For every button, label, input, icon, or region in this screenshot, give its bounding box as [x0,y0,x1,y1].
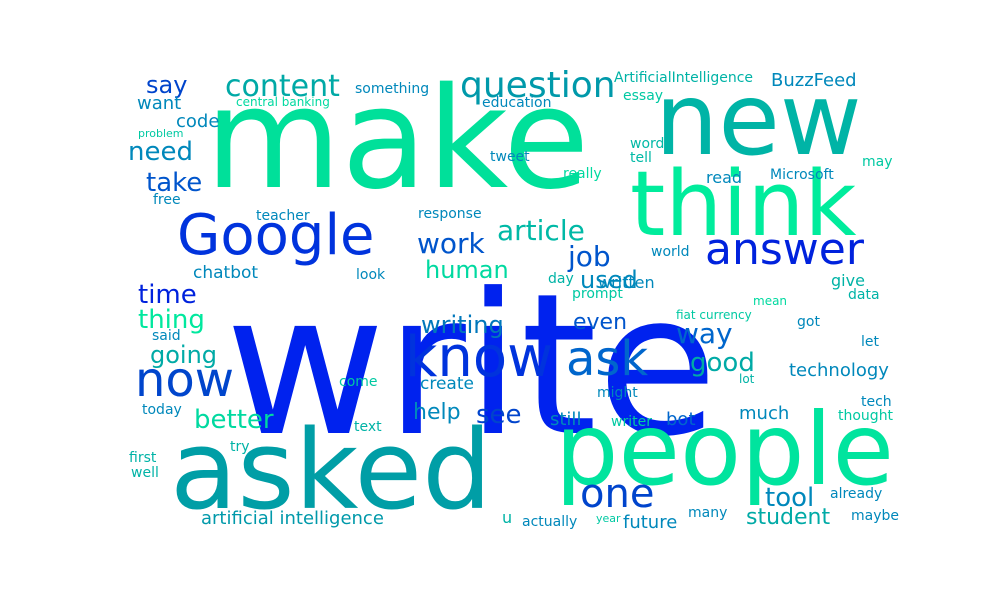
word-try: try [230,439,250,455]
word-still: still [550,409,582,430]
word-look: look [356,267,386,283]
word-text: text [354,419,382,435]
word-technology: technology [789,360,889,381]
word-bot: bot [666,409,696,430]
word-create: create [420,374,474,394]
word-got: got [797,314,820,330]
word-may: may [862,154,893,170]
word-content: content [225,69,340,104]
word-know: know [405,325,553,390]
word-u: u [502,508,513,527]
word-time: time [138,280,197,310]
word-used: used [580,266,638,294]
word-tool: tool [765,483,815,513]
word-new: new [655,61,862,178]
word-really: really [563,166,602,182]
word-chatbot: chatbot [193,263,259,283]
word-world: world [651,244,690,260]
word-thing: thing [138,305,205,335]
word-code: code [176,111,220,132]
word-write: write [225,252,718,480]
word-free: free [153,192,181,208]
word-see: see [476,400,522,430]
word-year: year [596,512,621,525]
word-let: let [861,334,879,350]
word-people: people [555,391,894,508]
word-already: already [830,486,883,502]
word-now: now [135,352,235,408]
word-data: data [848,287,880,303]
word-give: give [831,271,865,290]
word-response: response [418,206,482,222]
word-artificialintelligence: ArtificialIntelligence [614,70,754,86]
word-read: read [706,168,743,187]
word-even: even [573,310,628,335]
word-tech: tech [861,394,892,410]
word-might: might [597,385,638,401]
word-help: help [413,400,461,425]
word-asked: asked [170,406,492,534]
word-prompt: prompt [572,286,623,302]
word-better: better [194,405,274,435]
word-fiat-currency: fiat currency [676,308,752,322]
word-today: today [142,402,182,418]
word-one: one [580,471,655,517]
word-good: good [690,348,755,378]
word-writing: writing [421,311,504,339]
word-way: way [676,317,733,350]
word-many: many [688,505,728,521]
word-well: well [131,465,159,481]
word-student: student [746,505,831,530]
word-article: article [497,214,585,247]
word-question: question [460,65,616,106]
word-maybe: maybe [851,508,900,524]
word-much: much [739,403,790,424]
word-think: think [630,152,857,257]
word-future: future [623,512,678,533]
word-essay: essay [623,88,664,104]
word-come: come [339,374,378,390]
word-answer: answer [705,224,864,275]
word-problem: problem [138,127,184,140]
word-thought: thought [838,408,894,424]
word-education: education [482,95,552,111]
word-lot: lot [739,372,755,386]
word-make: make [205,58,590,221]
word-want: want [137,93,182,114]
word-something: something [355,81,430,97]
word-word: word [630,136,665,152]
word-said: said [152,328,181,344]
word-google: Google [177,203,375,268]
word-mean: mean [753,294,788,308]
word-actually: actually [522,514,578,530]
word-tweet: tweet [490,149,530,165]
word-human: human [425,256,509,284]
word-job: job [568,240,611,273]
word-day: day [548,271,574,287]
word-say: say [146,71,188,99]
word-artificial-intelligence: artificial intelligence [201,508,384,529]
word-first: first [129,450,157,466]
word-need: need [128,137,193,167]
word-ask: ask [566,331,649,387]
word-writer: writer [611,414,652,430]
word-tell: tell [630,150,652,166]
word-microsoft: Microsoft [770,167,834,183]
word-buzzfeed: BuzzFeed [771,70,857,91]
word-teacher: teacher [256,208,310,224]
word-take: take [146,168,203,198]
word-going: going [150,341,218,369]
word-written: written [598,273,655,292]
word-work: work [417,227,485,260]
word-central-banking: central banking [236,95,330,109]
